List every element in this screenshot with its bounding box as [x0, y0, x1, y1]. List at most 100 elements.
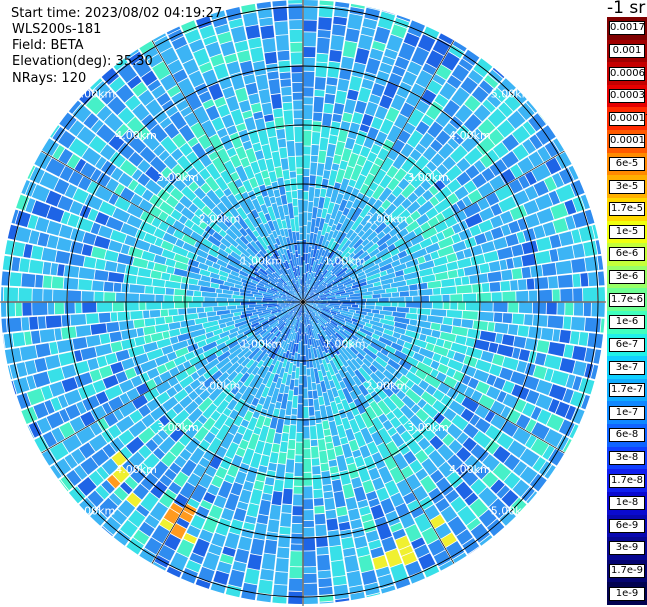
- range-gate-cell: [364, 264, 380, 274]
- range-gate-cell: [303, 375, 308, 388]
- range-gate-cell: [528, 290, 538, 302]
- range-gate-cell: [572, 243, 585, 259]
- range-gate-cell: [236, 305, 249, 309]
- range-gate-cell: [233, 221, 243, 231]
- range-gate-cell: [314, 505, 325, 514]
- range-gate-cell: [558, 231, 574, 247]
- range-gate-cell: [379, 62, 393, 74]
- range-gate-cell: [268, 314, 275, 319]
- range-gate-cell: [448, 400, 466, 416]
- range-gate-cell: [312, 465, 321, 475]
- range-gate-cell: [323, 103, 334, 114]
- range-gate-cell: [228, 273, 242, 282]
- range-gate-cell: [202, 515, 219, 534]
- range-gate-cell: [479, 207, 495, 222]
- range-gate-cell: [409, 459, 423, 474]
- range-gate-cell: [19, 258, 30, 273]
- range-gate-cell: [280, 158, 289, 170]
- range-gate-cell: [328, 170, 338, 186]
- range-gate-cell: [304, 304, 309, 314]
- range-gate-cell: [269, 452, 279, 464]
- range-gate-cell: [132, 483, 149, 500]
- range-gate-cell: [352, 384, 362, 396]
- range-gate-cell: [454, 392, 466, 404]
- range-gate-cell: [16, 362, 28, 377]
- range-gate-cell: [258, 425, 270, 442]
- range-gate-cell: [321, 260, 333, 274]
- range-gate-cell: [271, 307, 283, 312]
- range-gate-cell: [455, 463, 468, 476]
- range-gate-cell: [407, 499, 420, 512]
- range-gate-cell: [290, 303, 301, 313]
- range-gate-cell: [295, 442, 303, 455]
- range-gate-cell: [285, 260, 290, 269]
- range-gate-cell: [487, 108, 507, 128]
- range-gate-cell: [312, 474, 323, 490]
- range-gate-cell: [186, 151, 199, 164]
- range-gate-cell: [326, 225, 332, 233]
- range-gate-cell: [268, 79, 281, 95]
- range-gate-cell: [481, 241, 496, 254]
- range-gate-cell: [324, 498, 336, 511]
- range-gate-cell: [276, 346, 283, 356]
- range-gate-cell: [134, 239, 151, 252]
- range-gate-cell: [349, 309, 356, 313]
- range-gate-cell: [306, 263, 309, 272]
- range-gate-cell: [285, 350, 290, 359]
- range-gate-cell: [269, 262, 281, 276]
- range-gate-cell: [333, 16, 348, 26]
- range-gate-cell: [282, 95, 292, 103]
- range-gate-cell: [382, 333, 398, 343]
- range-gate-cell: [303, 146, 311, 155]
- range-gate-cell: [490, 400, 506, 415]
- range-gate-cell: [435, 522, 452, 539]
- range-gate-cell: [305, 297, 319, 302]
- range-gate-cell: [225, 228, 238, 241]
- range-gate-cell: [270, 329, 280, 341]
- range-gate-cell: [444, 215, 458, 228]
- range-gate-cell: [262, 303, 278, 307]
- range-gate-cell: [132, 58, 152, 78]
- range-gate-cell: [235, 447, 246, 457]
- range-gate-cell: [446, 367, 456, 378]
- range-gate-cell: [292, 294, 301, 301]
- range-gate-cell: [87, 490, 104, 507]
- range-gate-cell: [164, 533, 181, 551]
- range-gate-cell: [172, 314, 185, 323]
- range-gate-cell: [364, 354, 375, 364]
- range-gate-cell: [463, 114, 482, 133]
- range-gate-cell: [290, 311, 297, 321]
- range-gate-cell: [202, 341, 218, 352]
- range-gate-cell: [378, 427, 393, 445]
- range-gate-cell: [530, 265, 543, 278]
- range-gate-cell: [464, 147, 483, 166]
- range-gate-cell: [247, 433, 260, 450]
- range-gate-cell: [443, 122, 458, 137]
- range-gate-cell: [95, 391, 109, 405]
- range-gate-cell: [279, 526, 291, 535]
- range-gate-cell: [498, 102, 513, 118]
- range-gate-cell: [316, 383, 323, 397]
- range-gate-cell: [308, 398, 314, 407]
- range-gate-cell: [464, 454, 483, 474]
- range-gate-cell: [120, 244, 130, 255]
- range-gate-cell: [369, 364, 378, 373]
- range-gate-cell: [344, 324, 358, 333]
- range-gate-cell: [255, 240, 267, 255]
- range-gate-cell: [340, 437, 349, 445]
- range-gate-cell: [62, 434, 82, 453]
- range-gate-cell: [326, 280, 334, 287]
- range-gate-cell: [214, 97, 227, 108]
- range-gate-cell: [153, 286, 166, 295]
- range-gate-cell: [387, 352, 401, 364]
- range-gate-cell: [208, 386, 224, 402]
- range-gate-cell: [54, 458, 72, 476]
- range-gate-cell: [292, 365, 297, 372]
- range-gate-cell: [80, 162, 96, 179]
- range-gate-cell: [428, 185, 439, 196]
- range-gate-cell: [224, 493, 240, 511]
- range-gate-cell: [369, 182, 379, 192]
- range-gate-cell: [319, 309, 333, 317]
- range-gate-cell: [76, 126, 96, 145]
- range-gate-cell: [121, 283, 130, 293]
